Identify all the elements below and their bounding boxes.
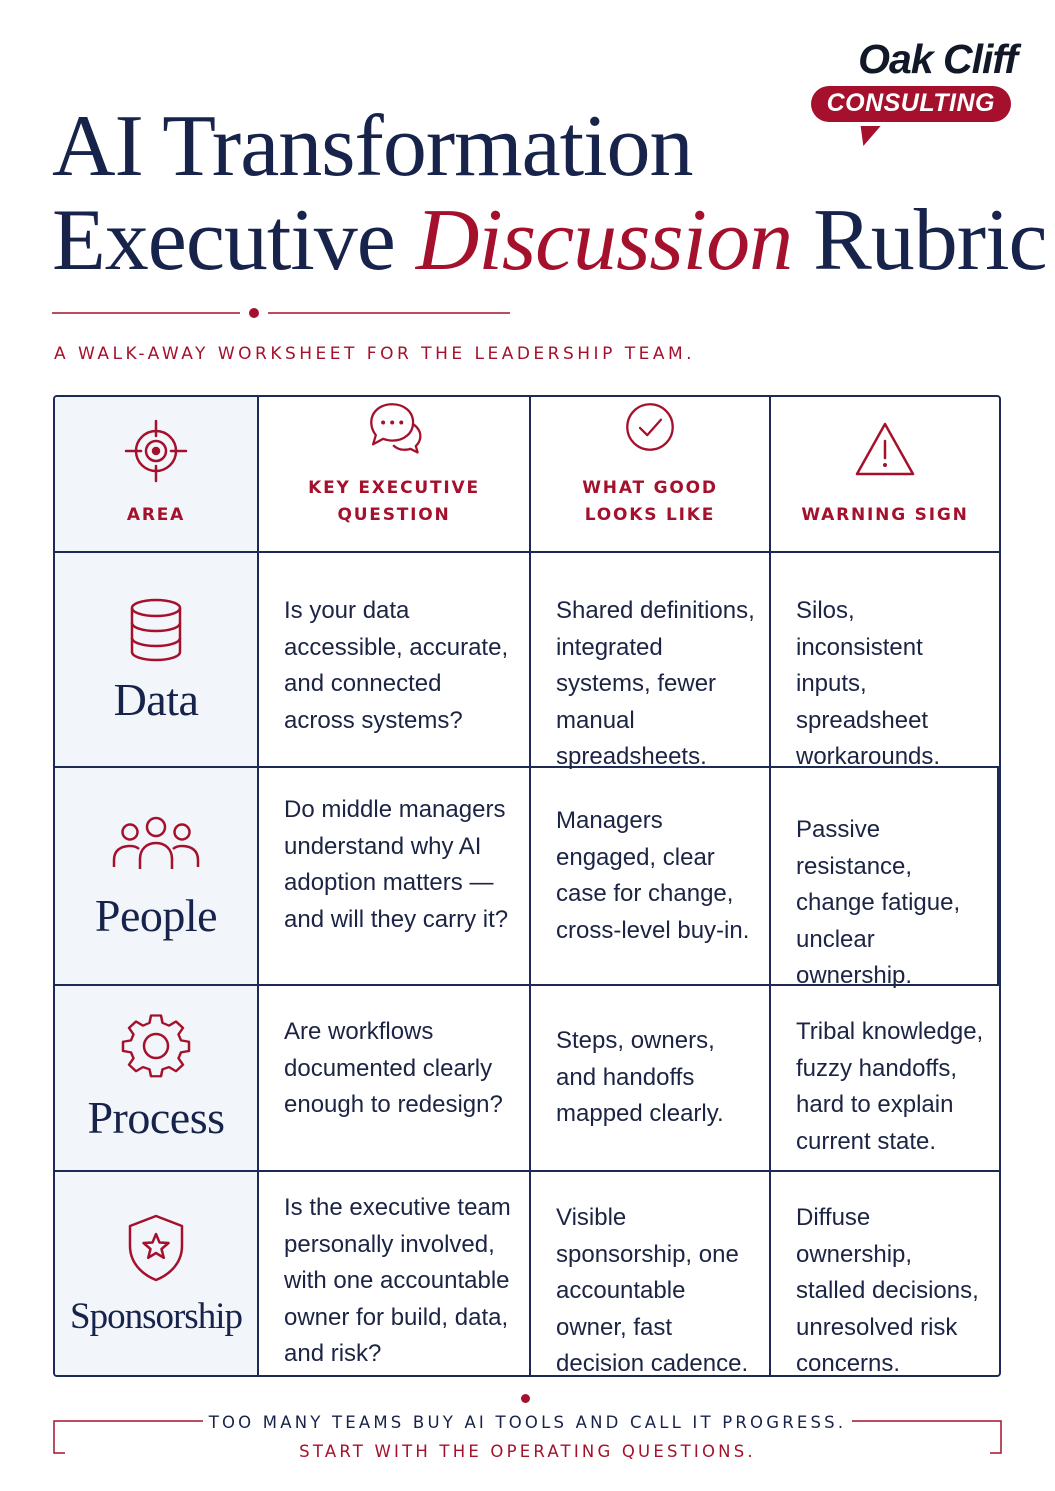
header-label: AREA — [126, 505, 186, 525]
title-line-1: AI Transformation — [52, 98, 694, 195]
header-label: WHAT GOOD LOOKS LIKE — [582, 475, 718, 529]
gear-icon — [121, 1014, 191, 1078]
header-label-line-2: LOOKS LIKE — [584, 505, 716, 525]
area-name: People — [94, 890, 218, 941]
brand-name: Oak Cliff — [858, 36, 1018, 82]
area-name: Sponsorship — [70, 1296, 243, 1338]
footer-line-2: START WITH THE OPERATING QUESTIONS. — [299, 1442, 756, 1461]
footer-bracket-left — [53, 1420, 203, 1454]
question-cell: Do middle managers understand why AI ado… — [259, 768, 531, 986]
target-icon — [124, 419, 188, 483]
area-cell-sponsorship: Sponsorship — [55, 1172, 259, 1375]
warning-cell: Silos, inconsistent inputs, spreadsheet … — [771, 553, 999, 770]
warning-triangle-icon — [855, 422, 915, 476]
subtitle: A WALK-AWAY WORKSHEET FOR THE LEADERSHIP… — [54, 344, 696, 364]
warning-cell: Passive resistance, change fatigue, uncl… — [771, 768, 999, 989]
title-line-2-end: Rubric — [813, 192, 1048, 289]
brand-tagline: CONSULTING — [810, 86, 1011, 122]
header-area: AREA — [55, 397, 259, 553]
warning-cell: Diffuse ownership, stalled decisions, un… — [796, 1204, 979, 1377]
question-cell: Is the executive team personally involve… — [259, 1172, 531, 1375]
good-cell: Shared definitions, integrated systems, … — [531, 553, 771, 770]
question-cell: Are workflows documented clearly enough … — [259, 986, 531, 1172]
check-circle-icon — [626, 403, 674, 451]
area-cell-process: Process — [55, 986, 259, 1172]
people-icon — [112, 816, 200, 869]
shield-star-icon — [128, 1215, 184, 1282]
chat-bubbles-icon — [370, 403, 422, 454]
area-name: Data — [113, 673, 199, 725]
question-cell: Is your data accessible, accurate, and c… — [259, 553, 531, 768]
area-cell-people: People — [55, 768, 259, 986]
header-question: KEY EXECUTIVE QUESTION — [259, 397, 531, 553]
title-divider — [52, 308, 510, 318]
area-name: Process — [87, 1092, 225, 1143]
good-cell: Managers engaged, clear case for change,… — [531, 768, 771, 986]
good-cell: Steps, owners, and handoffs mapped clear… — [531, 986, 771, 1172]
title-accent-word: Discussion — [415, 192, 793, 289]
header-label: KEY EXECUTIVE QUESTION — [308, 478, 480, 525]
footer-dot — [521, 1394, 530, 1403]
footer-bracket-right — [852, 1420, 1002, 1454]
warning-cell: Tribal knowledge, fuzzy handoffs, hard t… — [771, 986, 999, 1172]
footer-line-1: TOO MANY TEAMS BUY AI TOOLS AND CALL IT … — [208, 1413, 847, 1432]
database-icon — [130, 598, 182, 661]
header-good: WHAT GOOD LOOKS LIKE — [531, 397, 771, 553]
header-label-line-1: WHAT GOOD — [582, 478, 718, 498]
brand-logo: Oak Cliff CONSULTING — [810, 36, 1018, 146]
good-cell: Visible sponsorship, one accountable own… — [531, 1172, 771, 1375]
title-line-2-start: Executive — [52, 192, 396, 289]
header-label: WARNING SIGN — [801, 505, 969, 525]
page-title: AI Transformation Executive Discussion R… — [52, 98, 1048, 289]
area-cell-data: Data — [55, 553, 259, 768]
header-warning: WARNING SIGN — [771, 397, 999, 553]
rubric-table: AREA KEY EXECUTIVE QUESTION WHAT GOOD LO… — [53, 395, 1001, 1377]
